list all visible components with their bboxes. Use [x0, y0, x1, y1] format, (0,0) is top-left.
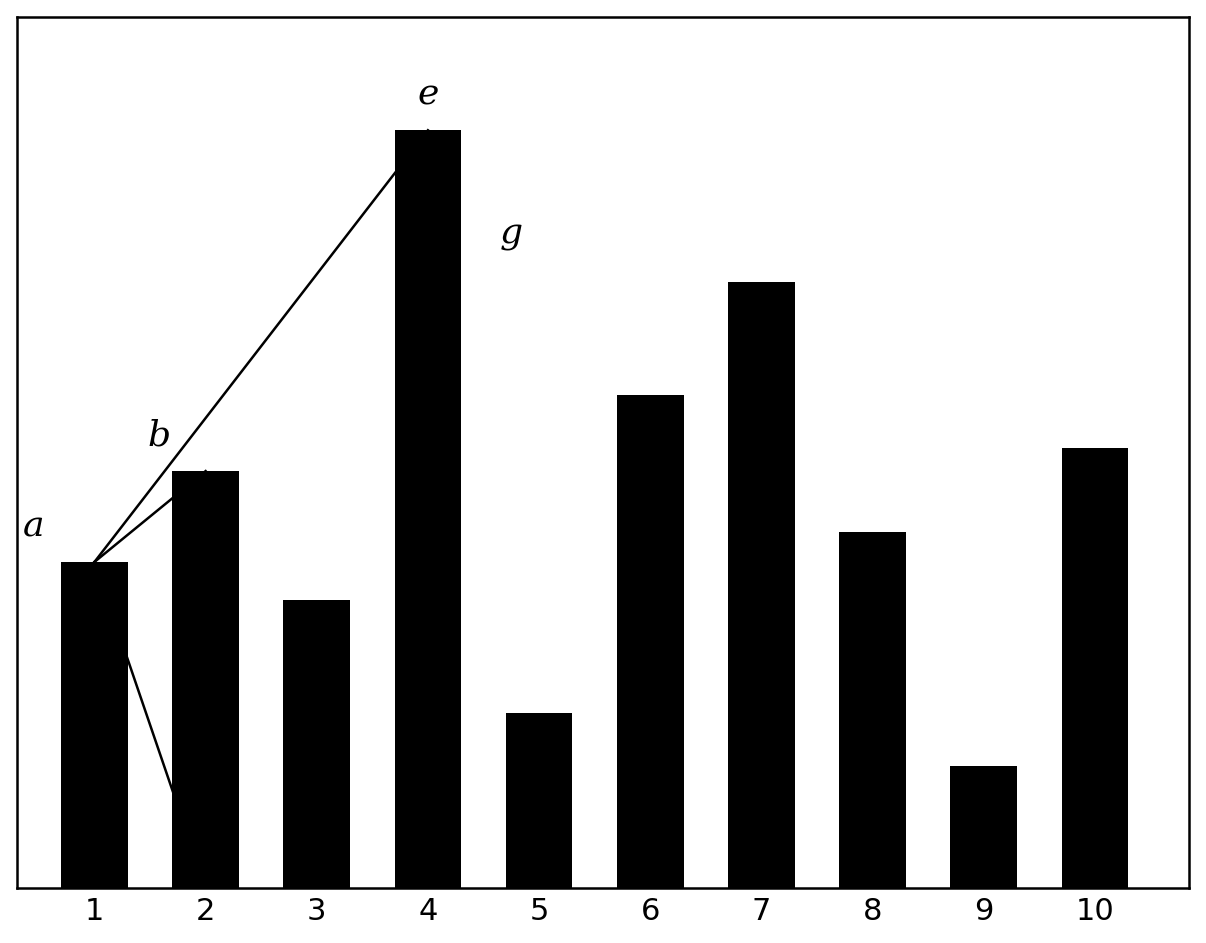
Text: b: b [147, 418, 170, 452]
Bar [839, 532, 906, 887]
Bar [950, 767, 1017, 887]
Bar [617, 395, 684, 887]
Text: a: a [23, 509, 45, 543]
Bar [1061, 448, 1128, 887]
Bar [283, 600, 350, 887]
Bar [172, 472, 239, 887]
Bar [505, 714, 573, 887]
Bar [728, 282, 795, 887]
Text: g: g [499, 218, 523, 252]
Text: e: e [417, 77, 439, 111]
Bar [62, 562, 128, 887]
Bar [394, 130, 461, 887]
